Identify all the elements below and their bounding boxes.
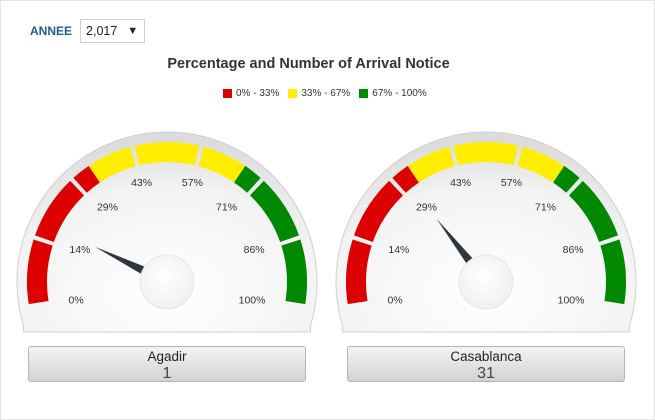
gauge-band-segment <box>134 142 200 166</box>
gauge-band-segment <box>198 146 246 183</box>
gauge-tick-label: 43% <box>450 177 471 189</box>
gauge-casablanca: 0% 14% 29% 43% 57% 71% 86% 100% <box>335 131 637 333</box>
gauge-band-segment <box>354 180 404 242</box>
gauge-band-segment <box>553 165 580 193</box>
legend-label-mid: 33% - 67% <box>301 88 351 99</box>
gauge-band-segment <box>73 165 100 193</box>
gauge-tick-label: 86% <box>244 244 265 256</box>
gauge-band-segment <box>27 239 53 305</box>
gauge-tick-label: 100% <box>239 294 266 306</box>
legend-label-high: 67% - 100% <box>372 88 427 99</box>
gauge-tick-label: 14% <box>388 244 409 256</box>
year-select[interactable]: 2,017 ▼ <box>80 19 146 43</box>
gauge-tick-label: 0% <box>69 294 84 306</box>
gauge-tick-label: 100% <box>558 294 585 306</box>
gauge-label-casablanca: Casablanca 31 <box>347 346 625 382</box>
gauge-band-segment <box>568 180 618 242</box>
gauge-hub <box>458 254 514 310</box>
gauge-name: Agadir <box>147 349 187 364</box>
chart-legend: 0% - 33% 33% - 67% 67% - 100% <box>223 88 436 99</box>
gauge-tick-label: 57% <box>182 177 203 189</box>
gauge-name: Casablanca <box>450 349 522 364</box>
gauge-tick-label: 29% <box>97 201 118 213</box>
gauge-value: 31 <box>477 365 495 382</box>
year-select-value: 2,017 <box>86 24 118 38</box>
gauge-band-segment <box>88 146 136 183</box>
gauge-band-segment <box>249 180 299 242</box>
year-filter-label: ANNEE <box>30 24 73 38</box>
legend-item-high[interactable]: 67% - 100% <box>359 88 427 99</box>
legend-label-low: 0% - 33% <box>236 88 280 99</box>
gauge-tick-label: 14% <box>69 244 90 256</box>
caret-down-icon: ▼ <box>127 25 139 37</box>
gauge-tick-label: 86% <box>563 244 584 256</box>
gauge-agadir: 0% 14% 29% 43% 57% 71% 86% 100% <box>16 131 318 333</box>
gauge-tick-label: 71% <box>535 201 556 213</box>
gauge-tick-label: 57% <box>501 177 522 189</box>
gauge-tick-label: 71% <box>216 201 237 213</box>
legend-item-low[interactable]: 0% - 33% <box>223 88 279 99</box>
legend-item-mid[interactable]: 33% - 67% <box>288 88 350 99</box>
gauge-hub <box>139 254 195 310</box>
gauge-band-segment <box>517 146 565 183</box>
gauge-tick-label: 29% <box>416 201 437 213</box>
gauge-band-segment <box>600 239 626 305</box>
gauge-band-segment <box>453 142 519 166</box>
gauge-tick-label: 0% <box>388 294 403 306</box>
gauge-value: 1 <box>162 365 172 382</box>
gauge-band-segment <box>407 146 455 183</box>
gauge-tick-label: 43% <box>131 177 152 189</box>
gauge-band-segment <box>345 239 372 305</box>
legend-swatch-low <box>223 89 232 98</box>
gauge-band-segment <box>234 165 261 193</box>
gauge-band-segment <box>35 180 85 242</box>
legend-swatch-mid <box>288 89 298 98</box>
legend-swatch-high <box>359 89 369 98</box>
gauge-band-segment <box>392 165 419 193</box>
gauge-label-agadir: Agadir 1 <box>28 346 306 382</box>
year-filter: ANNEE 2,017 ▼ <box>30 18 146 44</box>
chart-title: Percentage and Number of Arrival Notice <box>167 56 450 72</box>
gauge-band-segment <box>281 239 308 305</box>
